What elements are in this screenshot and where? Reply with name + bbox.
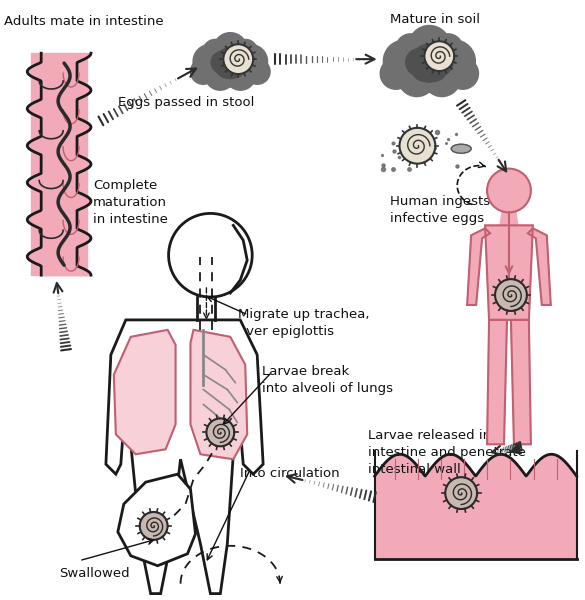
Circle shape [193, 44, 227, 79]
Circle shape [380, 58, 412, 89]
Circle shape [423, 59, 461, 97]
Circle shape [447, 58, 479, 89]
Circle shape [410, 44, 448, 82]
Circle shape [223, 44, 253, 74]
Text: Larvae break
into alveoli of lungs: Larvae break into alveoli of lungs [262, 365, 393, 395]
Circle shape [233, 44, 267, 79]
Circle shape [487, 169, 531, 212]
Circle shape [408, 26, 450, 67]
Circle shape [225, 58, 245, 78]
Polygon shape [487, 320, 507, 445]
Circle shape [412, 57, 436, 81]
Circle shape [207, 418, 234, 446]
Polygon shape [485, 226, 533, 320]
Text: Migrate up trachea,
over epiglottis: Migrate up trachea, over epiglottis [238, 308, 370, 338]
Text: Eggs passed in stool: Eggs passed in stool [118, 96, 254, 109]
Circle shape [216, 58, 236, 78]
Circle shape [207, 40, 254, 87]
Circle shape [398, 59, 436, 97]
Polygon shape [528, 229, 550, 305]
Circle shape [396, 34, 425, 63]
Polygon shape [114, 330, 176, 454]
Circle shape [400, 34, 459, 92]
Circle shape [400, 128, 435, 164]
Circle shape [211, 52, 233, 73]
Circle shape [245, 59, 270, 84]
Text: Human ingests
infective eggs: Human ingests infective eggs [390, 196, 490, 226]
Text: Adults mate in intestine: Adults mate in intestine [4, 16, 164, 28]
Circle shape [495, 279, 527, 311]
Circle shape [433, 34, 463, 63]
Circle shape [215, 48, 246, 79]
Circle shape [191, 59, 216, 84]
Circle shape [383, 40, 425, 82]
Text: Into circulation: Into circulation [240, 467, 340, 480]
Circle shape [422, 57, 446, 81]
Circle shape [445, 477, 477, 509]
Circle shape [426, 49, 453, 76]
Polygon shape [106, 320, 263, 593]
Text: Swallowed: Swallowed [59, 567, 130, 580]
Circle shape [406, 49, 433, 76]
Circle shape [203, 40, 227, 63]
Circle shape [433, 40, 476, 82]
Circle shape [205, 60, 235, 90]
Text: Larvae released into
intestine and penetrate
intestinal wall: Larvae released into intestine and penet… [367, 430, 525, 476]
Circle shape [228, 52, 249, 73]
Polygon shape [500, 212, 518, 226]
Circle shape [140, 512, 167, 540]
Polygon shape [191, 330, 247, 459]
Circle shape [168, 214, 252, 297]
Text: Complete
maturation
in intestine: Complete maturation in intestine [93, 179, 168, 226]
Circle shape [214, 32, 247, 67]
Polygon shape [118, 474, 195, 566]
Text: Mature in soil: Mature in soil [390, 13, 480, 26]
Polygon shape [467, 229, 490, 305]
Circle shape [424, 41, 454, 71]
Circle shape [225, 60, 256, 90]
Ellipse shape [451, 144, 471, 153]
Circle shape [233, 40, 257, 63]
Polygon shape [511, 320, 531, 445]
